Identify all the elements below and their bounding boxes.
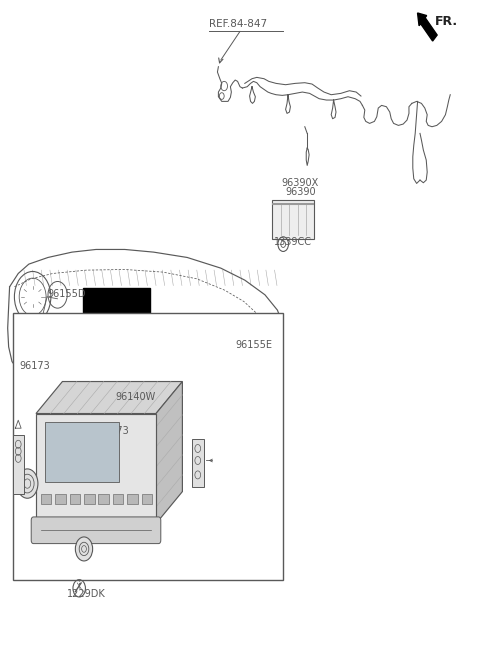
Text: 96155E: 96155E [235, 340, 272, 350]
Bar [83, 288, 150, 360]
Bar [36, 414, 156, 524]
Bar [45, 422, 119, 482]
Text: 1229DK: 1229DK [67, 589, 106, 599]
FancyBboxPatch shape [31, 517, 161, 544]
Text: 96173: 96173 [19, 361, 50, 371]
Bar [84, 494, 95, 504]
Text: 96140W: 96140W [115, 392, 156, 402]
Bar [142, 494, 152, 504]
Bar [192, 439, 204, 487]
Text: REF.84-847: REF.84-847 [209, 19, 267, 29]
Text: 1339CC: 1339CC [274, 237, 312, 247]
Circle shape [17, 469, 38, 498]
Bar [55, 494, 66, 504]
Bar [127, 494, 138, 504]
Text: 96155D: 96155D [47, 289, 85, 299]
Text: 96390: 96390 [286, 187, 316, 197]
Text: 96173: 96173 [98, 426, 129, 436]
Bar [113, 494, 123, 504]
Circle shape [75, 537, 93, 561]
Bar [13, 313, 283, 580]
Bar [41, 494, 51, 504]
Text: 96390X: 96390X [282, 178, 319, 188]
Bar [70, 494, 80, 504]
Bar [98, 494, 109, 504]
Bar [13, 435, 24, 494]
FancyArrow shape [418, 13, 437, 41]
Bar [272, 200, 314, 239]
Text: FR.: FR. [434, 15, 457, 28]
Polygon shape [36, 382, 182, 414]
Polygon shape [156, 382, 182, 524]
